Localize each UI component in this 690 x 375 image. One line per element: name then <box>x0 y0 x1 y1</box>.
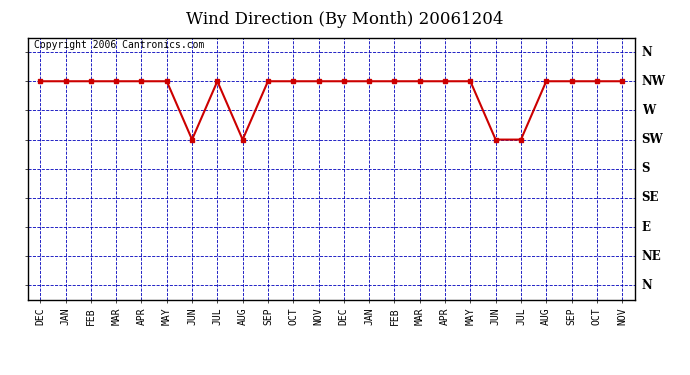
Text: E: E <box>642 220 651 234</box>
Text: SW: SW <box>642 133 664 146</box>
Text: W: W <box>642 104 655 117</box>
Text: SE: SE <box>642 191 659 204</box>
Text: N: N <box>642 46 653 58</box>
Text: Copyright 2006 Cantronics.com: Copyright 2006 Cantronics.com <box>34 40 204 50</box>
Text: Wind Direction (By Month) 20061204: Wind Direction (By Month) 20061204 <box>186 11 504 28</box>
Text: S: S <box>642 162 650 175</box>
Text: NE: NE <box>642 250 662 263</box>
Text: NW: NW <box>642 75 666 88</box>
Text: N: N <box>642 279 653 292</box>
